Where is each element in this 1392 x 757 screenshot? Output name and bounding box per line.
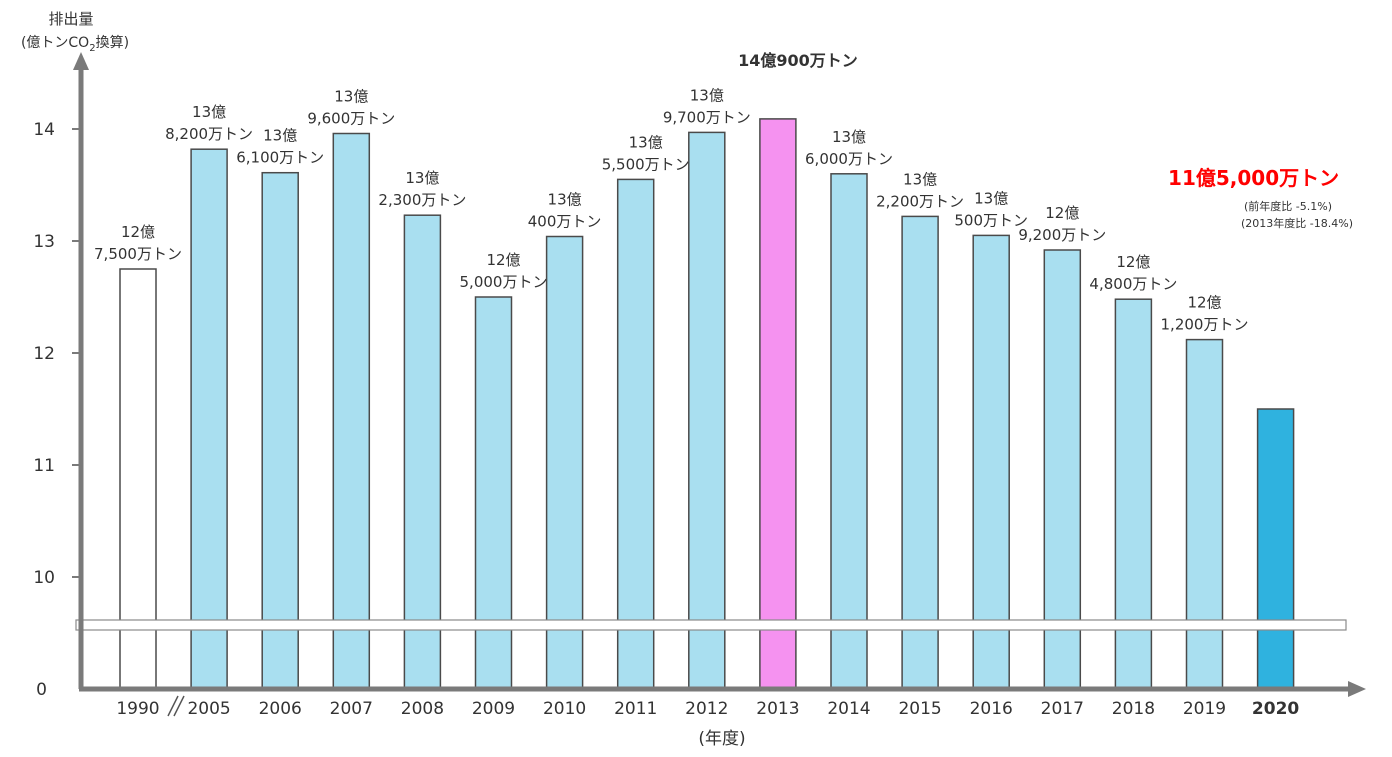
bar-2014 bbox=[830, 173, 868, 690]
data-label-2011: 5,500万トン bbox=[602, 155, 690, 173]
y-tick-label: 13 bbox=[33, 232, 55, 252]
x-tick-label: 2017 bbox=[1041, 699, 1084, 719]
x-tick-label: 2009 bbox=[472, 699, 515, 719]
data-label-2013: 14億900万トン bbox=[738, 51, 858, 70]
x-axis-arrowhead bbox=[1348, 681, 1366, 697]
data-label-2018: 4,800万トン bbox=[1089, 275, 1177, 293]
y-tick-label: 14 bbox=[33, 120, 55, 140]
data-label-2017: 12億 bbox=[1045, 204, 1079, 222]
data-label-2014: 6,000万トン bbox=[805, 150, 893, 168]
data-label-2019: 1,200万トン bbox=[1161, 316, 1249, 334]
data-label-1990: 7,500万トン bbox=[94, 245, 182, 263]
data-labels: 12億 7,500万トン 13億 8,200万トン 13億 6,100万トン 13億 9,60… bbox=[94, 51, 1339, 334]
x-tick-label: 2013 bbox=[756, 699, 799, 719]
y-axis-arrowhead bbox=[73, 52, 89, 70]
data-label-2010: 400万トン bbox=[528, 213, 602, 231]
bar-1990 bbox=[119, 268, 157, 690]
data-label-2006: 6,100万トン bbox=[236, 149, 324, 167]
y-axis-unit-prefix: (億トンCO bbox=[21, 35, 89, 51]
bar-2006 bbox=[261, 171, 299, 690]
data-label-2009: 12億 bbox=[486, 251, 520, 269]
x-tick-label: 2015 bbox=[898, 699, 941, 719]
data-label-2019: 12億 bbox=[1187, 294, 1221, 312]
data-label-2015: 2,200万トン bbox=[876, 192, 964, 210]
data-label-2020: 11億5,000万トン bbox=[1168, 166, 1339, 190]
y-tick-marks bbox=[72, 128, 81, 578]
data-label-2012: 13億 bbox=[690, 86, 724, 104]
data-label-2017: 9,200万トン bbox=[1018, 226, 1106, 244]
x-tick-label: 2006 bbox=[259, 699, 302, 719]
annotation-prev-year: (前年度比 -5.1%) bbox=[1244, 199, 1332, 213]
x-tick-label: 2012 bbox=[685, 699, 728, 719]
bars-layer bbox=[119, 118, 1295, 690]
data-label-2012: 9,700万トン bbox=[663, 108, 751, 126]
bar-2019 bbox=[1185, 338, 1224, 690]
bar-2008 bbox=[403, 214, 442, 690]
x-tick-label: 2016 bbox=[970, 699, 1013, 719]
y-tick-labels: 14 13 12 11 10 0 bbox=[33, 120, 55, 700]
x-tick-label: 2008 bbox=[401, 699, 444, 719]
y-tick-label: 11 bbox=[33, 456, 55, 476]
bar-2007 bbox=[332, 132, 371, 690]
y-tick-label: 12 bbox=[33, 344, 55, 364]
x-axis-break-mark bbox=[173, 695, 185, 717]
data-label-2006: 13億 bbox=[263, 127, 297, 145]
x-axis-title: (年度) bbox=[698, 729, 745, 749]
data-label-2018: 12億 bbox=[1116, 253, 1150, 271]
data-label-2009: 5,000万トン bbox=[460, 273, 548, 291]
x-tick-label: 2005 bbox=[187, 699, 230, 719]
y-axis-unit-subscript: 2 bbox=[89, 43, 95, 54]
bar-2012 bbox=[688, 131, 726, 690]
x-tick-label: 2014 bbox=[827, 699, 870, 719]
y-tick-label: 10 bbox=[33, 568, 55, 588]
data-label-2007: 9,600万トン bbox=[307, 110, 395, 128]
y-axis-unit-suffix: 換算) bbox=[96, 35, 129, 51]
data-label-2008: 2,300万トン bbox=[378, 191, 466, 209]
bar-2013 bbox=[759, 118, 797, 690]
x-tick-label: 1990 bbox=[116, 699, 159, 719]
axis-break-band bbox=[75, 619, 1347, 631]
data-label-1990: 12億 bbox=[121, 223, 155, 241]
data-label-2007: 13億 bbox=[334, 88, 368, 106]
data-label-2015: 13億 bbox=[903, 170, 937, 188]
x-tick-label: 2010 bbox=[543, 699, 586, 719]
data-label-2005: 8,200万トン bbox=[165, 125, 253, 143]
bar-2016 bbox=[972, 234, 1010, 690]
x-tick-label: 2020 bbox=[1252, 699, 1299, 719]
x-tick-label: 2018 bbox=[1112, 699, 1155, 719]
bar-2015 bbox=[901, 215, 939, 690]
y-tick-label: 0 bbox=[36, 680, 47, 700]
y-axis-title: 排出量 bbox=[48, 10, 93, 28]
bar-2011 bbox=[616, 178, 655, 690]
bar-2005 bbox=[190, 148, 228, 690]
data-label-2005: 13億 bbox=[192, 103, 226, 121]
bar-2020 bbox=[1256, 408, 1295, 690]
x-tick-label: 2019 bbox=[1183, 699, 1226, 719]
x-tick-label: 2011 bbox=[614, 699, 657, 719]
data-label-2016: 500万トン bbox=[954, 211, 1028, 229]
data-label-2014: 13億 bbox=[832, 128, 866, 146]
data-label-2011: 13億 bbox=[629, 133, 663, 151]
x-tick-label: 2007 bbox=[330, 699, 373, 719]
data-label-2010: 13億 bbox=[548, 191, 582, 209]
x-tick-labels: 1990 2005 2006 2007 2008 2009 2010 2011 2012 2013… bbox=[116, 699, 1299, 719]
x-axis-break-mark bbox=[167, 695, 179, 717]
data-label-2008: 13億 bbox=[405, 169, 439, 187]
data-label-2016: 13億 bbox=[974, 189, 1008, 207]
y-axis-unit: (億トンCO2換算) bbox=[21, 35, 129, 54]
annotation-vs-2013: (2013年度比 -18.4%) bbox=[1241, 216, 1353, 230]
